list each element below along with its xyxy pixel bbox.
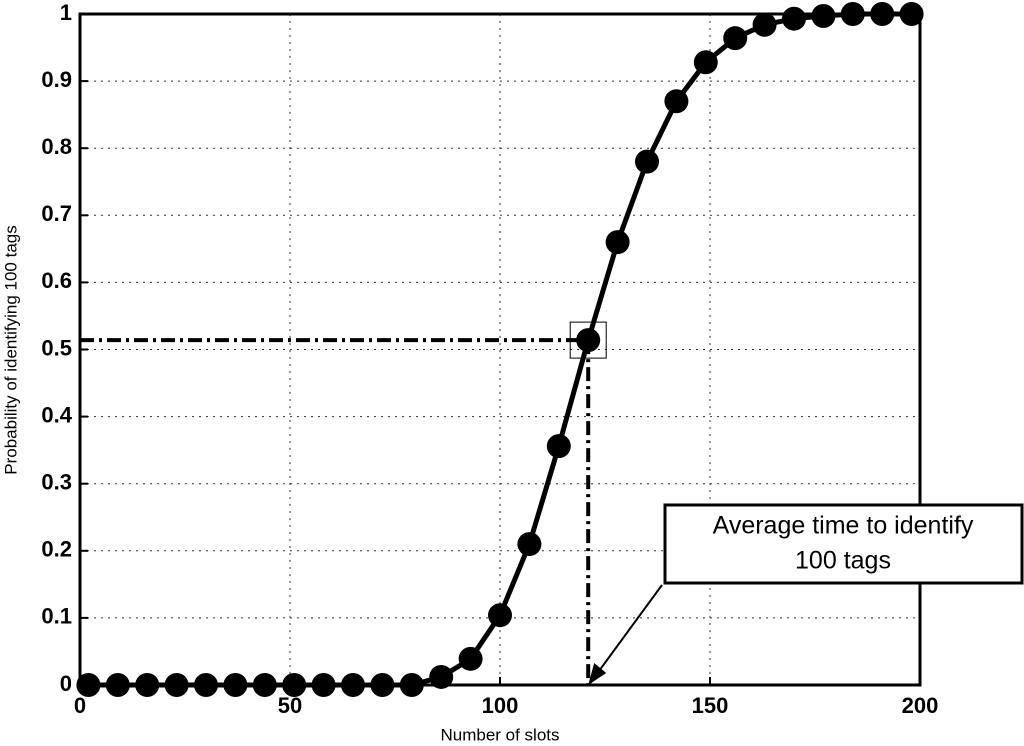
point xyxy=(723,26,748,51)
point xyxy=(135,673,160,697)
y-tick-label: 0.3 xyxy=(41,470,72,495)
x-tick-label: 200 xyxy=(902,693,939,718)
point xyxy=(76,673,101,697)
point xyxy=(546,434,571,459)
annotation-text: Average time to identify xyxy=(713,512,974,540)
y-tick-label: 0.4 xyxy=(41,402,72,427)
point xyxy=(488,603,512,628)
point xyxy=(105,673,130,697)
point xyxy=(693,50,718,75)
y-tick-label: 0.7 xyxy=(41,201,72,226)
point xyxy=(899,2,924,26)
point xyxy=(341,673,365,697)
point xyxy=(399,673,424,697)
point xyxy=(282,673,307,697)
y-tick-label: 0.6 xyxy=(41,268,72,293)
point xyxy=(870,2,895,26)
arrow-head xyxy=(588,663,607,685)
point xyxy=(635,149,659,174)
y-tick-label: 0.9 xyxy=(41,67,72,92)
y-tick-label: 0.2 xyxy=(41,537,72,562)
point xyxy=(458,646,483,671)
point xyxy=(517,532,542,557)
x-tick-label: 0 xyxy=(74,693,86,718)
point xyxy=(252,673,277,697)
x-axis-label: Number of slots xyxy=(440,725,559,744)
point xyxy=(811,4,836,29)
y-tick-label: 0 xyxy=(60,671,72,696)
plot-frame xyxy=(78,12,922,687)
point xyxy=(782,6,806,31)
point xyxy=(605,230,630,255)
y-tick-label: 0.5 xyxy=(41,335,72,360)
point xyxy=(164,673,189,697)
x-tick-label: 150 xyxy=(692,693,729,718)
point xyxy=(311,673,336,697)
point xyxy=(429,664,454,689)
point xyxy=(223,673,248,697)
annotation-box xyxy=(663,503,1024,585)
y-tick-label: 0.8 xyxy=(41,134,72,159)
point xyxy=(370,673,395,697)
highlight-box xyxy=(569,321,607,359)
point xyxy=(664,89,689,114)
x-tick-label: 100 xyxy=(482,693,519,718)
y-tick-label: 0.1 xyxy=(41,604,72,629)
arrow-line xyxy=(589,584,663,684)
point xyxy=(752,12,777,37)
point xyxy=(194,673,218,697)
annotation-text: 100 tags xyxy=(795,547,891,575)
y-axis-label: Probability of identifying 100 tags xyxy=(1,225,20,475)
point xyxy=(840,2,865,26)
x-tick-label: 50 xyxy=(278,693,302,718)
y-tick-label: 1 xyxy=(60,0,72,25)
